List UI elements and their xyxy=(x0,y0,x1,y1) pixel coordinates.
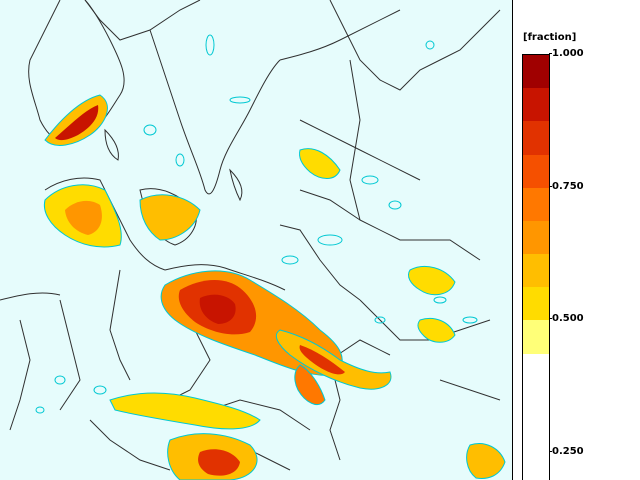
field-patch-sweden-south xyxy=(139,194,201,241)
legend-swatch xyxy=(523,154,549,189)
legend-tick-label: 1.000 xyxy=(549,48,584,59)
field-patch-baltic xyxy=(299,148,341,179)
field-patch-balkans-core xyxy=(198,449,240,476)
field-patch-ukraine-streak xyxy=(299,345,345,375)
legend-tick-label: 0.250 xyxy=(549,446,584,457)
scattered-contours xyxy=(35,34,478,414)
map-panel xyxy=(0,0,512,480)
legend-swatch xyxy=(523,287,549,322)
legend-tick-label: 0.750 xyxy=(549,180,584,192)
legend-swatch xyxy=(523,121,549,156)
field-patch-alps xyxy=(109,392,261,430)
field-patch-norway-core xyxy=(55,105,99,141)
field-patch-carpathians xyxy=(294,364,326,405)
field-patch-south-east xyxy=(466,443,506,479)
legend-swatch xyxy=(523,88,549,123)
field-patch-denmark-core xyxy=(65,200,102,235)
legend-color-bar xyxy=(522,54,550,480)
field-patch-belarus xyxy=(407,266,456,296)
legend-swatch xyxy=(523,187,549,222)
legend-swatch xyxy=(523,320,549,355)
europe-map xyxy=(0,0,512,480)
legend-tick-label: 0.500 xyxy=(549,313,584,325)
legend-title: [fraction] xyxy=(523,32,577,43)
fraction-field xyxy=(43,94,506,480)
field-patch-poland-center xyxy=(199,294,236,324)
legend-swatch xyxy=(523,220,549,255)
field-patch-ukraine-band xyxy=(275,329,392,390)
legend-swatch xyxy=(523,254,549,289)
color-legend: [fraction] 1.000 0.750 0.500 0.250 xyxy=(512,0,640,480)
legend-swatch xyxy=(523,55,549,90)
field-patch-russia xyxy=(417,317,456,343)
